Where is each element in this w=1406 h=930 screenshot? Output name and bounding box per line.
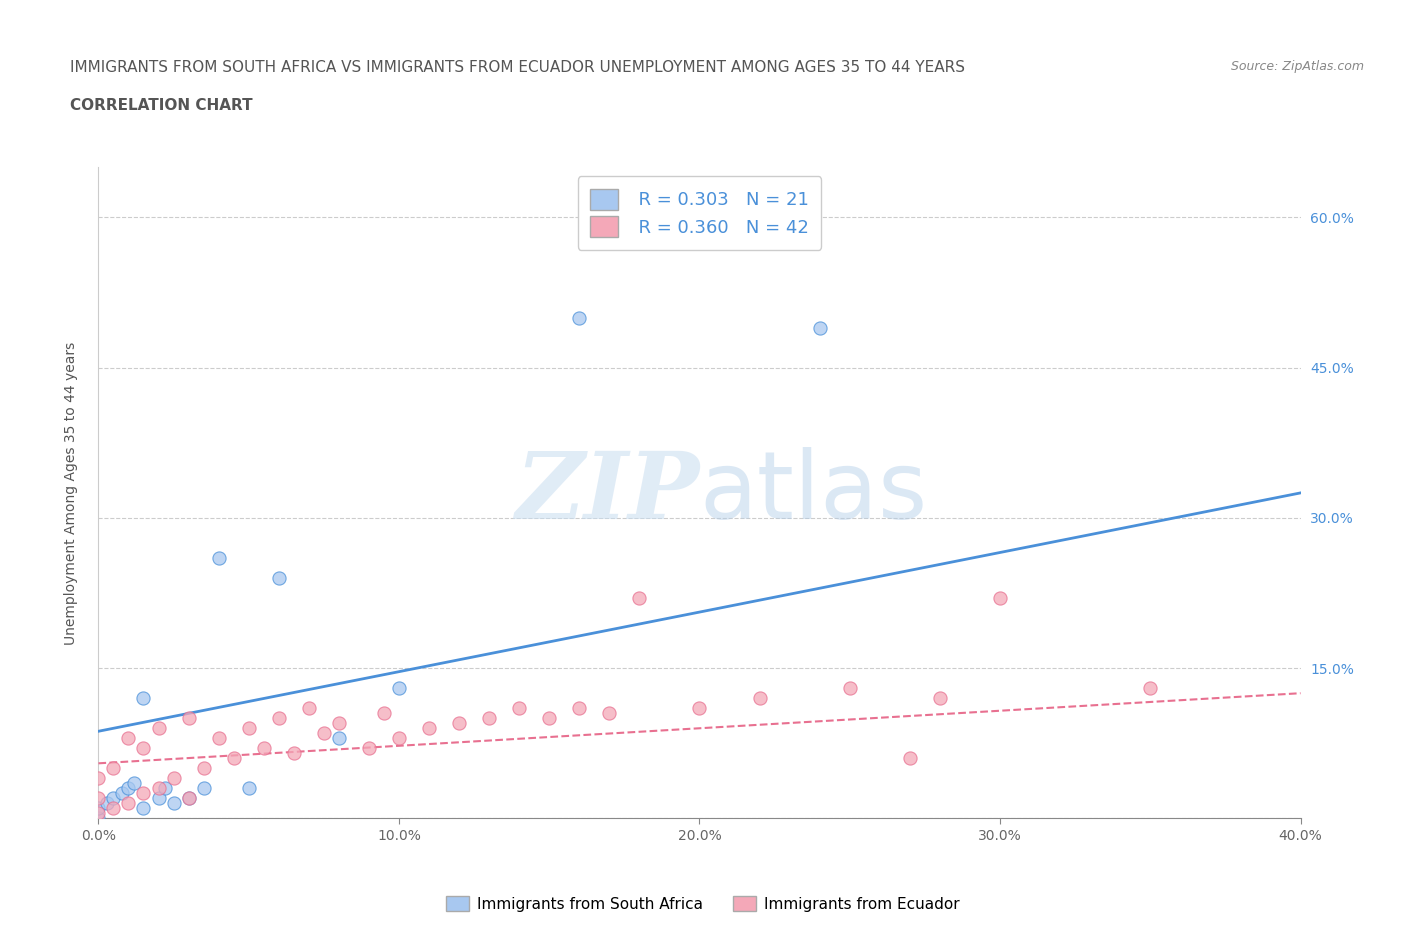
Point <box>357 741 380 756</box>
Point <box>283 746 305 761</box>
Point <box>193 761 215 776</box>
Point <box>132 801 155 816</box>
Point <box>87 811 110 826</box>
Point <box>177 790 200 805</box>
Point <box>177 790 200 805</box>
Point <box>898 751 921 765</box>
Point <box>103 790 125 805</box>
Point <box>312 725 335 740</box>
Legend: Immigrants from South Africa, Immigrants from Ecuador: Immigrants from South Africa, Immigrants… <box>440 889 966 918</box>
Point <box>222 751 245 765</box>
Point <box>388 731 411 746</box>
Point <box>478 711 501 725</box>
Point <box>748 691 770 706</box>
Point <box>87 771 110 786</box>
Point <box>148 790 170 805</box>
Point <box>988 591 1011 605</box>
Point <box>132 691 155 706</box>
Point <box>103 801 125 816</box>
Point <box>373 706 395 721</box>
Point <box>87 801 110 816</box>
Point <box>838 681 860 696</box>
Text: CORRELATION CHART: CORRELATION CHART <box>70 98 253 113</box>
Point <box>177 711 200 725</box>
Legend:   R = 0.303   N = 21,   R = 0.360   N = 42: R = 0.303 N = 21, R = 0.360 N = 42 <box>578 177 821 250</box>
Point <box>162 771 184 786</box>
Point <box>388 681 411 696</box>
Point <box>298 701 321 716</box>
Point <box>208 551 231 565</box>
Point <box>689 701 711 716</box>
Point <box>267 711 290 725</box>
Point <box>162 796 184 811</box>
Point <box>117 781 139 796</box>
Point <box>148 781 170 796</box>
Point <box>267 571 290 586</box>
Point <box>238 781 260 796</box>
Point <box>447 716 470 731</box>
Point <box>111 786 134 801</box>
Point <box>328 716 350 731</box>
Point <box>238 721 260 736</box>
Point <box>132 741 155 756</box>
Point <box>929 691 952 706</box>
Point <box>253 741 276 756</box>
Text: IMMIGRANTS FROM SOUTH AFRICA VS IMMIGRANTS FROM ECUADOR UNEMPLOYMENT AMONG AGES : IMMIGRANTS FROM SOUTH AFRICA VS IMMIGRAN… <box>70 60 966 75</box>
Point <box>87 806 110 821</box>
Point <box>193 781 215 796</box>
Point <box>808 320 831 335</box>
Point <box>208 731 231 746</box>
Point <box>568 701 591 716</box>
Point <box>117 731 139 746</box>
Point <box>117 796 139 811</box>
Point <box>153 781 176 796</box>
Point <box>328 731 350 746</box>
Text: ZIP: ZIP <box>515 448 700 538</box>
Point <box>508 701 530 716</box>
Text: Source: ZipAtlas.com: Source: ZipAtlas.com <box>1230 60 1364 73</box>
Point <box>568 311 591 325</box>
Point <box>418 721 440 736</box>
Point <box>87 790 110 805</box>
Point <box>598 706 620 721</box>
Point <box>103 761 125 776</box>
Point <box>124 776 146 790</box>
Point <box>1139 681 1161 696</box>
Point <box>628 591 651 605</box>
Point <box>132 786 155 801</box>
Text: atlas: atlas <box>700 447 928 538</box>
Point <box>96 796 118 811</box>
Y-axis label: Unemployment Among Ages 35 to 44 years: Unemployment Among Ages 35 to 44 years <box>63 341 77 644</box>
Point <box>148 721 170 736</box>
Point <box>538 711 561 725</box>
